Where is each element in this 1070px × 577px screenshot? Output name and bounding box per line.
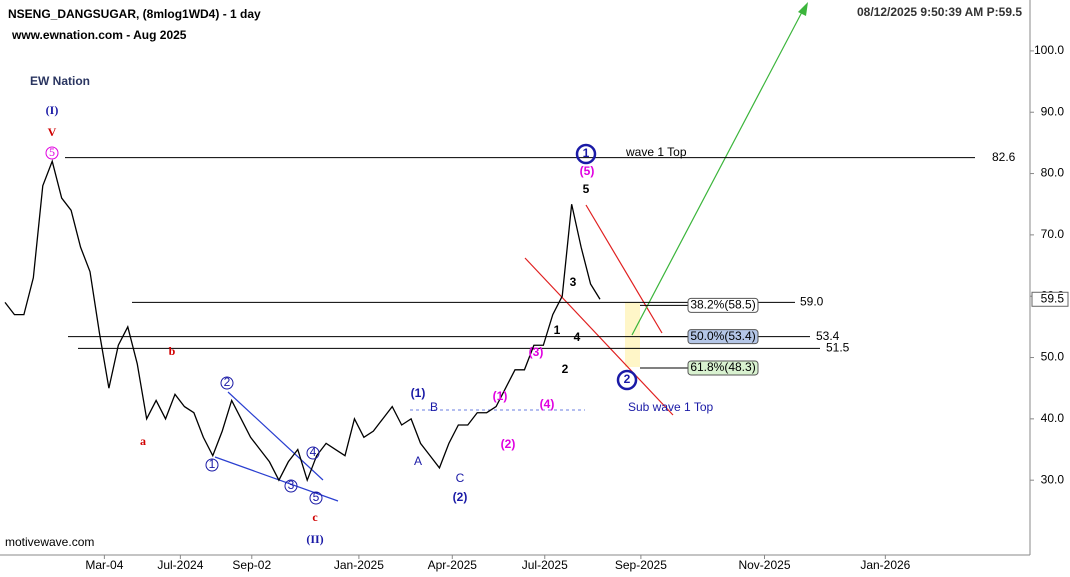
x-tick-label: Sep-02	[232, 558, 271, 572]
y-tick-label: 70.0	[1041, 227, 1065, 241]
price-line	[4, 159, 601, 483]
x-tick-label: Sep-2025	[615, 558, 667, 572]
fib-label: 50.0%(53.4)	[690, 329, 755, 343]
wave-label: B	[430, 400, 438, 414]
wave-label: (5)	[580, 164, 595, 178]
last-price: 59.5	[1041, 291, 1065, 305]
wave-label: (4)	[540, 397, 555, 411]
wave-label: 5	[313, 490, 320, 504]
fib-box	[687, 360, 759, 376]
wave-label: (I)	[46, 103, 59, 117]
wave-label: (1)	[411, 386, 426, 400]
wave-label: 3	[288, 478, 295, 492]
x-tick-label: Mar-04	[85, 558, 123, 572]
wave-label: A	[414, 454, 422, 468]
wave-label: (2)	[501, 437, 516, 451]
level-label: 82.6	[992, 150, 1016, 164]
wave-circle	[220, 376, 234, 390]
wave-label: (II)	[306, 532, 323, 546]
fib-box	[687, 297, 759, 313]
level-label: 51.5	[826, 341, 850, 355]
y-tick-label: 80.0	[1041, 166, 1065, 180]
footer: motivewave.com	[5, 535, 94, 549]
y-tick-label: 90.0	[1041, 104, 1065, 118]
wave-label: 3	[570, 275, 577, 289]
wave-circle	[205, 458, 219, 472]
x-tick-label: Jan-2026	[860, 558, 910, 572]
projection-arrow	[631, 11, 803, 336]
wave-label: b	[169, 344, 176, 358]
level-label: 59.0	[800, 295, 824, 309]
x-tick-label: Jul-2024	[157, 558, 203, 572]
last-price-box	[1031, 291, 1069, 307]
y-tick-label: 100.0	[1034, 43, 1064, 57]
wave-label: V	[48, 125, 57, 139]
wave-label: 1	[583, 146, 590, 160]
wave-label: 5	[49, 145, 55, 159]
x-tick-label: Apr-2025	[428, 558, 478, 572]
subtitle: www.ewnation.com - Aug 2025	[11, 28, 187, 42]
y-tick-label: 30.0	[1041, 472, 1065, 486]
x-tick-label: Nov-2025	[738, 558, 790, 572]
y-tick-label: 50.0	[1041, 350, 1065, 364]
fib-box	[687, 329, 759, 345]
wave-label: a	[140, 434, 146, 448]
wave-label: 1	[209, 457, 216, 471]
y-tick-label: 40.0	[1041, 411, 1065, 425]
fib-label: 38.2%(58.5)	[690, 298, 755, 312]
wave-label: Sub wave 1 Top	[628, 400, 713, 414]
wave-label: wave 1 Top	[625, 145, 687, 159]
arrow-head	[798, 2, 808, 16]
wave-label: 5	[583, 182, 590, 196]
wedge-line	[214, 456, 339, 502]
wave-label: 4	[574, 330, 581, 344]
wave-label: C	[456, 471, 465, 485]
channel-line	[585, 204, 663, 334]
wave-label: 2	[562, 362, 569, 376]
wave-label: c	[312, 510, 318, 524]
wave-label: 2	[624, 372, 631, 386]
level-label: 53.4	[816, 329, 840, 343]
wave-label: 1	[554, 323, 561, 337]
wave-circle	[309, 491, 323, 505]
timestamp: 08/12/2025 9:50:39 AM P:59.5	[857, 5, 1022, 19]
wave-label: 4	[310, 445, 317, 459]
wave-label: (1)	[493, 389, 508, 403]
wave-label: 2	[224, 375, 231, 389]
wedge-line	[227, 391, 324, 481]
wave-circle	[306, 446, 320, 460]
wave-label: (2)	[453, 490, 468, 504]
wave-circle	[284, 479, 298, 493]
wave-circle	[575, 143, 597, 165]
x-tick-label: Jul-2025	[522, 558, 568, 572]
wave-circle	[616, 369, 638, 391]
fib-label: 61.8%(48.3)	[690, 360, 755, 374]
chart-title: NSENG_DANGSUGAR, (8mlog1WD4) - 1 day	[8, 7, 261, 21]
x-tick-label: Jan-2025	[334, 558, 384, 572]
logo: EW Nation	[30, 74, 90, 88]
wave-circle	[45, 146, 59, 160]
wave-label: (3)	[529, 345, 544, 359]
